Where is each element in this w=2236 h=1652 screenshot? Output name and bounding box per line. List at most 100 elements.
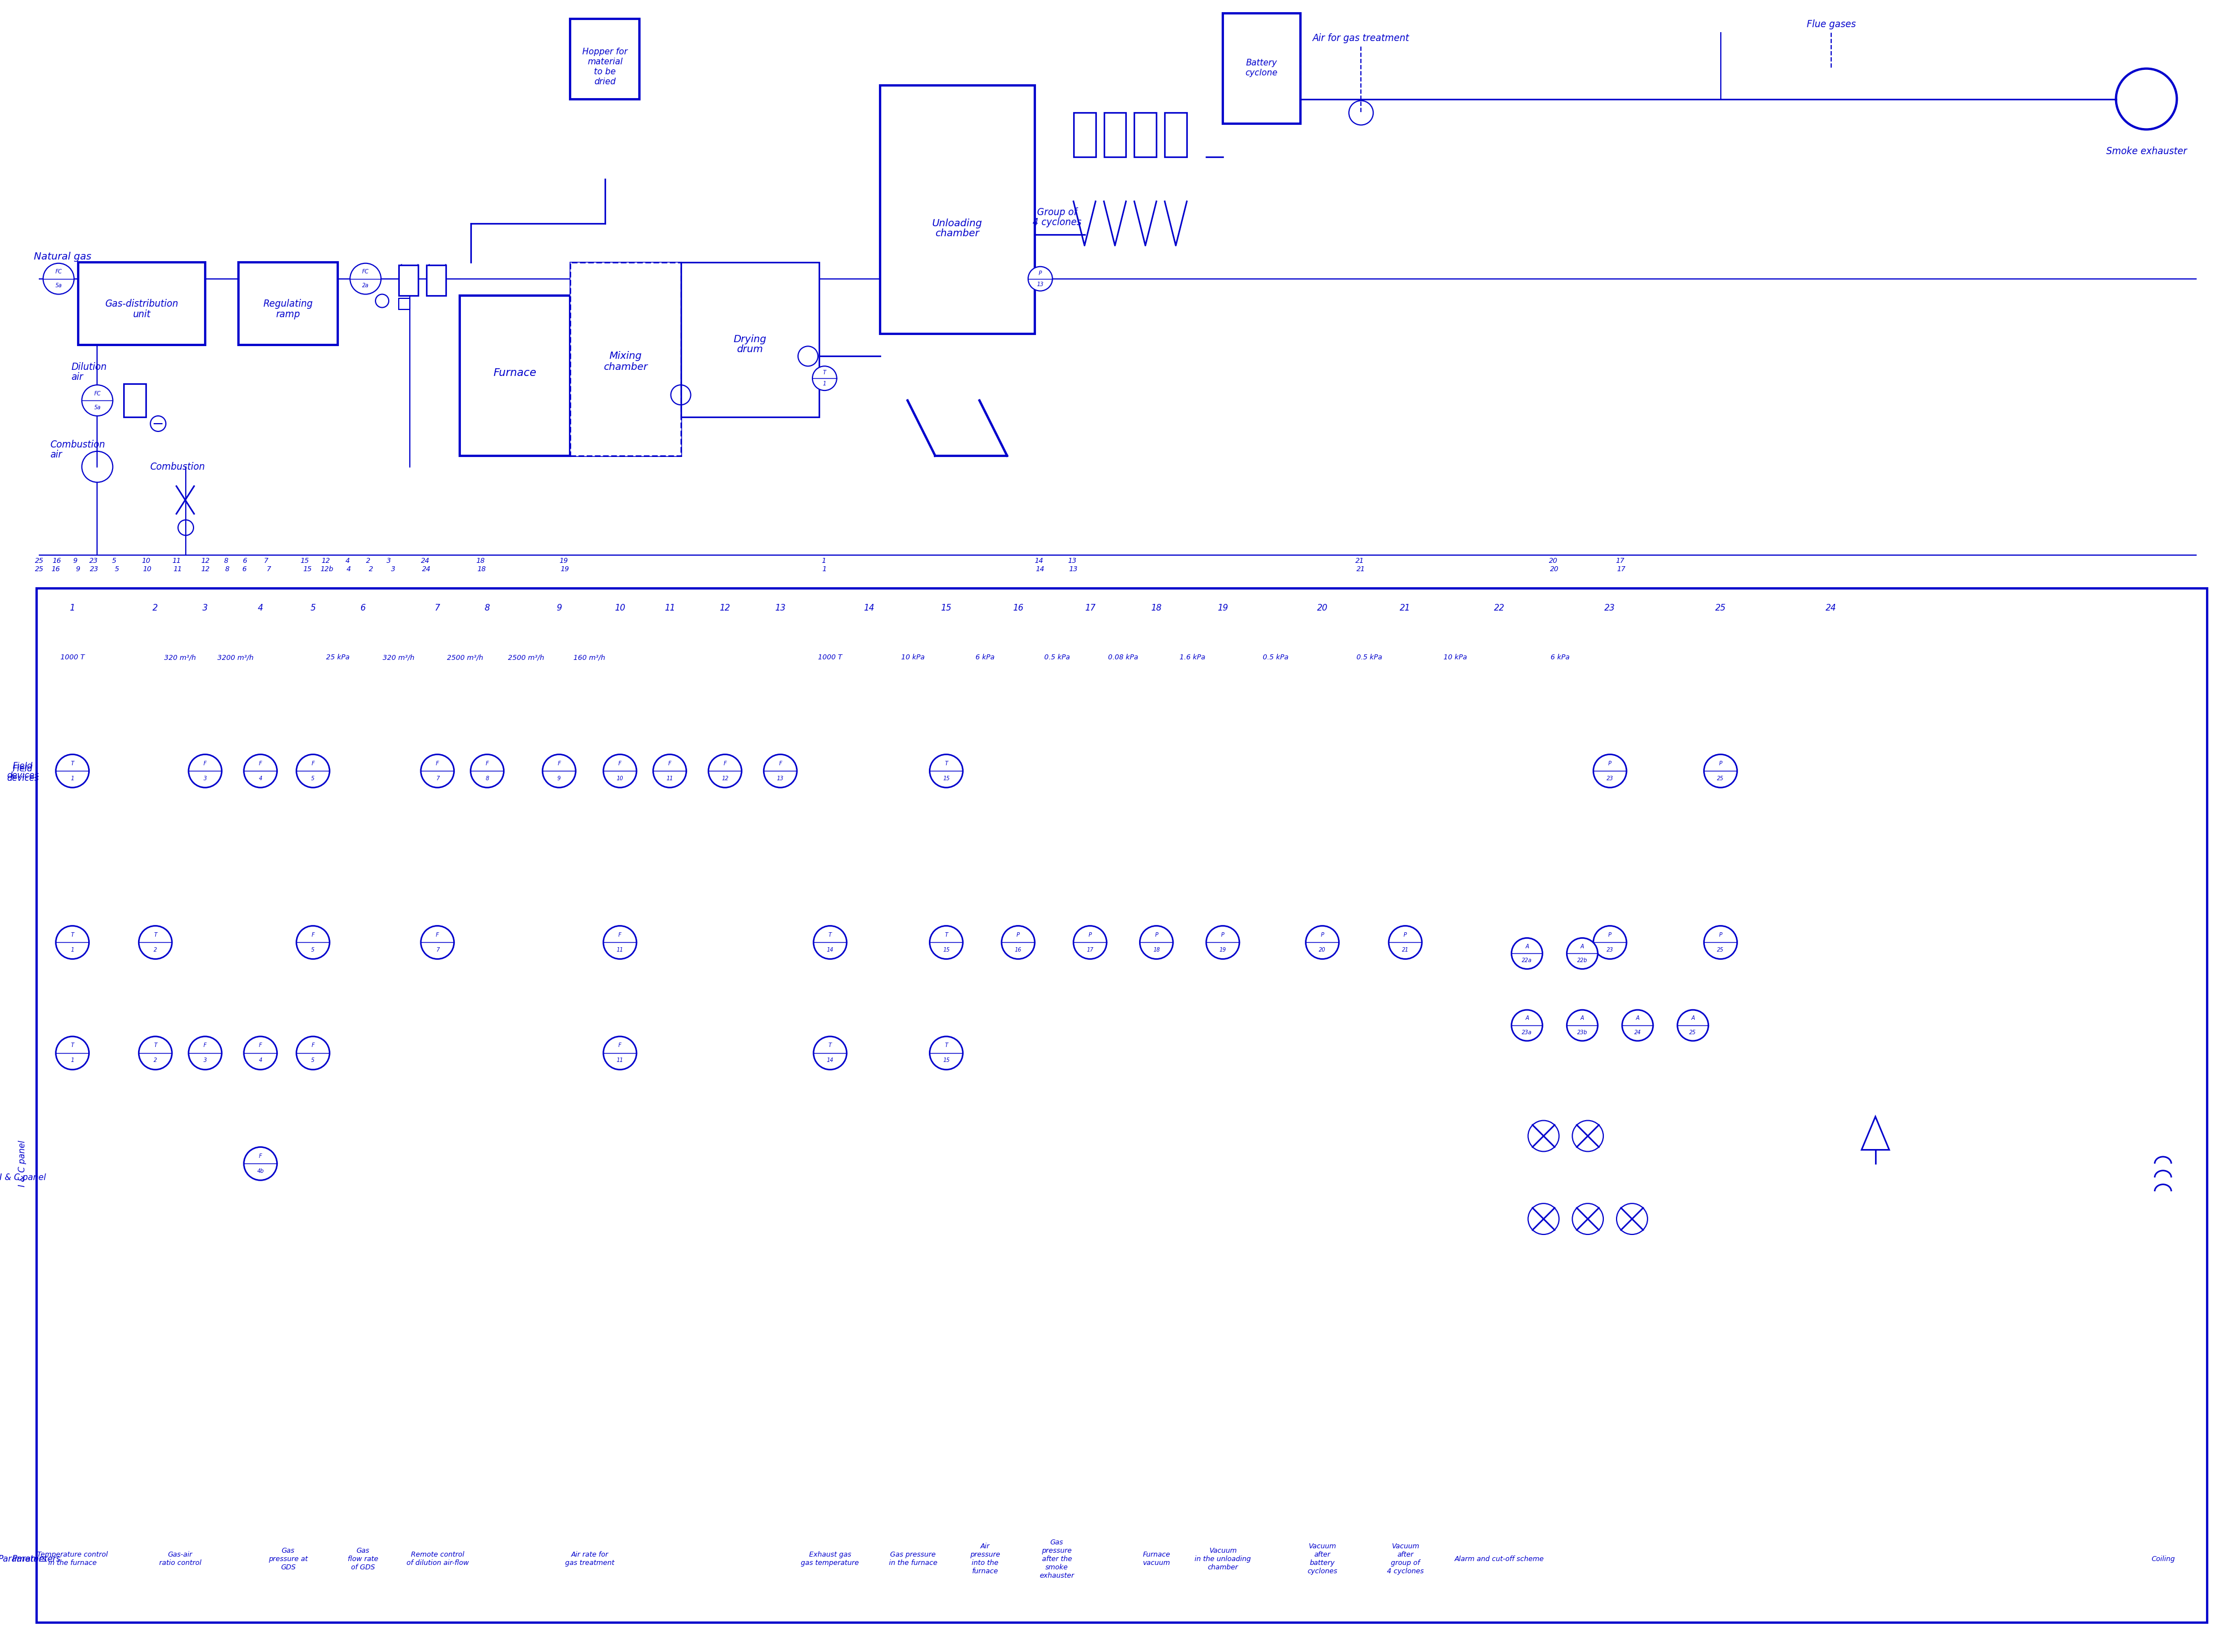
Text: 13: 13 xyxy=(776,776,785,781)
Text: F: F xyxy=(259,1042,262,1049)
Text: T: T xyxy=(944,932,948,938)
Text: 15: 15 xyxy=(944,776,950,781)
Text: 11: 11 xyxy=(617,947,624,953)
Circle shape xyxy=(297,925,329,960)
Text: 8: 8 xyxy=(485,603,490,611)
Text: Gas-distribution: Gas-distribution xyxy=(105,299,179,309)
Circle shape xyxy=(1567,938,1599,970)
Circle shape xyxy=(1677,1009,1708,1041)
Bar xyxy=(570,263,680,456)
Text: A: A xyxy=(1690,1016,1695,1021)
Text: 17: 17 xyxy=(1614,557,1623,565)
Bar xyxy=(461,296,570,456)
Text: 23: 23 xyxy=(1605,776,1614,781)
Text: T: T xyxy=(944,760,948,767)
Circle shape xyxy=(1140,925,1174,960)
Text: Parameters: Parameters xyxy=(11,1555,60,1563)
Text: Vacuum
after
battery
cyclones: Vacuum after battery cyclones xyxy=(1308,1543,1337,1574)
Text: I & C panel: I & C panel xyxy=(0,1173,47,1181)
Text: F: F xyxy=(619,1042,622,1049)
Text: T: T xyxy=(72,932,74,938)
Text: 10 kPa: 10 kPa xyxy=(901,654,926,661)
Circle shape xyxy=(765,755,796,788)
Text: 16: 16 xyxy=(1015,947,1022,953)
Circle shape xyxy=(930,755,964,788)
Circle shape xyxy=(709,755,742,788)
Text: 10: 10 xyxy=(615,603,626,611)
Text: 12: 12 xyxy=(201,565,210,573)
Text: FC: FC xyxy=(362,269,369,274)
Text: 1000 T: 1000 T xyxy=(60,654,85,661)
Text: F: F xyxy=(436,932,438,938)
Text: P: P xyxy=(1321,932,1324,938)
Text: 0.5 kPa: 0.5 kPa xyxy=(1263,654,1288,661)
Text: 21: 21 xyxy=(1402,947,1409,953)
Text: Flue gases: Flue gases xyxy=(1807,20,1856,30)
Text: 11: 11 xyxy=(617,1057,624,1064)
Text: 15: 15 xyxy=(944,947,950,953)
Text: 22b: 22b xyxy=(1576,958,1588,963)
Text: Gas pressure
in the furnace: Gas pressure in the furnace xyxy=(890,1551,937,1566)
Text: Furnace: Furnace xyxy=(494,367,537,378)
Text: F: F xyxy=(724,760,727,767)
Circle shape xyxy=(420,925,454,960)
Text: T: T xyxy=(944,1042,948,1049)
Text: 24: 24 xyxy=(423,565,432,573)
Text: 5a: 5a xyxy=(56,282,63,289)
Text: 4: 4 xyxy=(347,565,351,573)
Text: 12: 12 xyxy=(722,776,729,781)
Text: 9: 9 xyxy=(557,603,561,611)
Text: 14: 14 xyxy=(827,947,834,953)
Bar xyxy=(1073,112,1096,157)
Text: 15: 15 xyxy=(304,565,311,573)
Text: FC: FC xyxy=(56,269,63,274)
Text: 1: 1 xyxy=(72,776,74,781)
Text: Battery: Battery xyxy=(1245,59,1277,68)
Text: 7: 7 xyxy=(436,947,438,953)
Circle shape xyxy=(1594,755,1626,788)
Text: to be: to be xyxy=(595,68,615,76)
Text: 8: 8 xyxy=(485,776,490,781)
Text: 2: 2 xyxy=(154,1057,157,1064)
Circle shape xyxy=(83,385,112,416)
Text: 16: 16 xyxy=(1013,603,1024,611)
Text: A: A xyxy=(1581,1016,1583,1021)
Circle shape xyxy=(1704,925,1737,960)
Text: 1.6 kPa: 1.6 kPa xyxy=(1181,654,1205,661)
Text: Vacuum
after
group of
4 cyclones: Vacuum after group of 4 cyclones xyxy=(1386,1543,1424,1574)
Text: 25: 25 xyxy=(1717,776,1724,781)
Bar xyxy=(680,263,818,416)
Text: Gas-air
ratio control: Gas-air ratio control xyxy=(159,1551,201,1566)
Text: 18: 18 xyxy=(476,557,485,565)
Text: 4: 4 xyxy=(347,557,351,565)
Bar xyxy=(427,264,445,296)
Text: 20: 20 xyxy=(1317,603,1328,611)
Text: 4: 4 xyxy=(257,603,264,611)
Circle shape xyxy=(139,925,172,960)
Circle shape xyxy=(470,755,503,788)
Text: Furnace
vacuum: Furnace vacuum xyxy=(1143,1551,1169,1566)
Text: 5: 5 xyxy=(112,557,116,565)
Text: 11: 11 xyxy=(172,565,181,573)
Text: P: P xyxy=(1608,760,1612,767)
Text: Air for gas treatment: Air for gas treatment xyxy=(1313,33,1409,43)
Text: 8: 8 xyxy=(224,557,228,565)
Text: 13: 13 xyxy=(1069,557,1078,565)
Text: 17: 17 xyxy=(1617,565,1626,573)
Text: Field
devices: Field devices xyxy=(7,762,38,780)
Text: P: P xyxy=(1719,932,1722,938)
Circle shape xyxy=(139,1036,172,1069)
Text: 4: 4 xyxy=(259,1057,262,1064)
Text: Hopper for: Hopper for xyxy=(581,48,628,56)
Text: Dilution: Dilution xyxy=(72,362,107,372)
Text: 11: 11 xyxy=(664,603,675,611)
Circle shape xyxy=(543,755,575,788)
Text: 7: 7 xyxy=(264,557,268,565)
Text: P: P xyxy=(1017,932,1020,938)
Text: F: F xyxy=(485,760,490,767)
Circle shape xyxy=(297,755,329,788)
Text: Exhaust gas
gas temperature: Exhaust gas gas temperature xyxy=(800,1551,859,1566)
Circle shape xyxy=(814,1036,847,1069)
Text: dried: dried xyxy=(595,78,615,86)
Text: T: T xyxy=(830,932,832,938)
